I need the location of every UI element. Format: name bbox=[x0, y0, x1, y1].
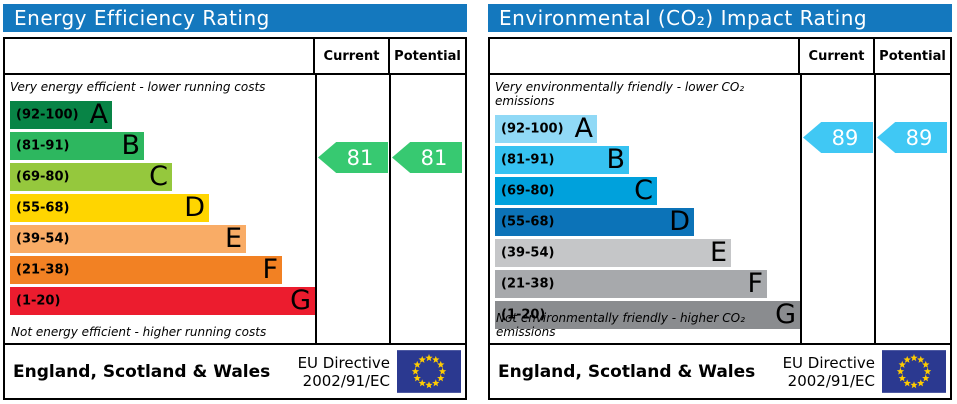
band-range-label: (69-80) bbox=[501, 183, 555, 199]
band-b: (81-91) B bbox=[10, 132, 144, 160]
chart-body: Very energy efficient - lower running co… bbox=[5, 75, 465, 343]
bottom-caption: Not environmentally friendly - higher CO… bbox=[496, 311, 745, 339]
header-spacer bbox=[5, 39, 315, 73]
top-caption: Very energy efficient - lower running co… bbox=[10, 80, 266, 94]
region-label: England, Scotland & Wales bbox=[13, 361, 271, 382]
header-spacer bbox=[490, 39, 800, 73]
potential-rating-arrow: 89 bbox=[877, 122, 948, 153]
environmental-impact-panel: Environmental (CO₂) Impact Rating Curren… bbox=[488, 4, 952, 400]
band-d: (55-68) D bbox=[495, 208, 694, 236]
band-range-label: (39-54) bbox=[16, 231, 70, 247]
potential-rating-arrow: 81 bbox=[392, 142, 463, 173]
current-value-column: 89 bbox=[802, 75, 877, 343]
potential-value-column: 81 bbox=[391, 75, 465, 343]
band-letter: F bbox=[262, 253, 278, 285]
co2-rating-table: Current Potential Very environmentally f… bbox=[488, 37, 952, 400]
current-rating-arrow: 81 bbox=[318, 142, 388, 173]
chart-body: Very environmentally friendly - lower CO… bbox=[490, 75, 950, 343]
band-range-label: (1-20) bbox=[16, 293, 61, 309]
band-range-label: (55-68) bbox=[16, 200, 70, 216]
band-range-label: (81-91) bbox=[501, 152, 555, 168]
panel-title: Environmental (CO₂) Impact Rating bbox=[488, 4, 952, 32]
eu-directive-label: EU Directive 2002/91/EC bbox=[782, 353, 875, 390]
band-a: (92-100) A bbox=[10, 101, 112, 129]
band-chart-area: Very energy efficient - lower running co… bbox=[5, 75, 317, 343]
eu-directive-label: EU Directive 2002/91/EC bbox=[297, 353, 390, 390]
potential-value-column: 89 bbox=[876, 75, 950, 343]
eu-flag-icon bbox=[397, 350, 461, 393]
current-rating-arrow: 89 bbox=[803, 122, 873, 153]
region-label: England, Scotland & Wales bbox=[498, 361, 756, 382]
band-a: (92-100) A bbox=[495, 115, 597, 143]
band-letter: E bbox=[224, 222, 242, 254]
band-e: (39-54) E bbox=[10, 225, 246, 253]
potential-column-header: Potential bbox=[394, 48, 461, 64]
band-letter: B bbox=[606, 143, 625, 175]
band-letter: D bbox=[669, 205, 690, 237]
band-range-label: (21-38) bbox=[501, 276, 555, 292]
band-letter: A bbox=[574, 112, 593, 144]
band-b: (81-91) B bbox=[495, 146, 629, 174]
current-column-header: Current bbox=[315, 39, 390, 73]
energy-efficiency-panel: Energy Efficiency Rating Current Potenti… bbox=[3, 4, 467, 400]
band-letter: F bbox=[747, 267, 763, 299]
potential-column-header: Potential bbox=[879, 48, 946, 64]
energy-rating-table: Current Potential Very energy efficient … bbox=[3, 37, 467, 400]
table-header-row: Current Potential bbox=[5, 39, 465, 75]
band-g: (1-20) G bbox=[10, 287, 315, 315]
band-range-label: (21-38) bbox=[16, 262, 70, 278]
rating-bands: (92-100) A (81-91) B (69-80) C (55-68) bbox=[10, 101, 315, 315]
band-c: (69-80) C bbox=[495, 177, 657, 205]
band-range-label: (69-80) bbox=[16, 169, 70, 185]
band-letter: G bbox=[775, 298, 796, 330]
band-range-label: (81-91) bbox=[16, 138, 70, 154]
band-c: (69-80) C bbox=[10, 163, 172, 191]
band-range-label: (1-20) bbox=[501, 307, 546, 323]
top-caption: Very environmentally friendly - lower CO… bbox=[495, 80, 745, 108]
table-footer: England, Scotland & Wales EU Directive 2… bbox=[490, 343, 950, 398]
panel-title: Energy Efficiency Rating bbox=[3, 4, 467, 32]
band-letter: C bbox=[149, 160, 168, 192]
band-letter: B bbox=[121, 129, 140, 161]
band-range-label: (39-54) bbox=[501, 245, 555, 261]
band-g: (1-20) G bbox=[495, 301, 800, 329]
band-letter: A bbox=[89, 98, 108, 130]
band-f: (21-38) F bbox=[495, 270, 767, 298]
band-letter: C bbox=[634, 174, 653, 206]
band-letter: G bbox=[290, 284, 311, 316]
band-letter: E bbox=[709, 236, 727, 268]
band-letter: D bbox=[184, 191, 205, 223]
rating-bands: (92-100) A (81-91) B (69-80) C (55-68) bbox=[495, 115, 800, 329]
bottom-caption: Not energy efficient - higher running co… bbox=[11, 325, 267, 339]
current-column-header: Current bbox=[800, 39, 875, 73]
band-range-label: (92-100) bbox=[16, 107, 79, 123]
eu-flag-icon bbox=[882, 350, 946, 393]
band-range-label: (55-68) bbox=[501, 214, 555, 230]
band-f: (21-38) F bbox=[10, 256, 282, 284]
table-header-row: Current Potential bbox=[490, 39, 950, 75]
current-value-column: 81 bbox=[317, 75, 392, 343]
band-chart-area: Very environmentally friendly - lower CO… bbox=[490, 75, 802, 343]
band-e: (39-54) E bbox=[495, 239, 731, 267]
band-d: (55-68) D bbox=[10, 194, 209, 222]
table-footer: England, Scotland & Wales EU Directive 2… bbox=[5, 343, 465, 398]
band-range-label: (92-100) bbox=[501, 121, 564, 137]
